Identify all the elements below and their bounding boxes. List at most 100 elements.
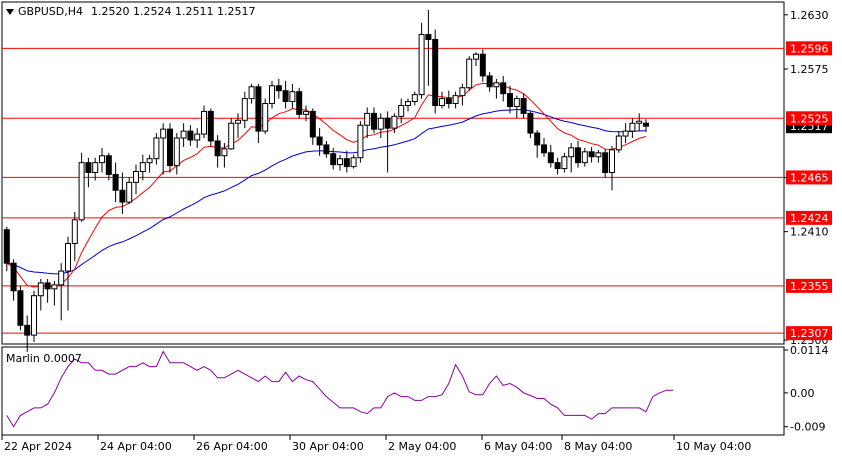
x-tick-label: 10 May 04:00 [676,440,751,453]
candle-body [139,162,146,173]
candle-body [194,133,201,141]
candle [17,285,24,331]
candle-body [479,53,486,77]
candle-body [588,151,595,158]
candle-body [500,82,507,95]
candle-body [167,128,173,167]
candle-body [10,262,17,292]
candle-body [391,115,398,129]
candle-body [51,284,58,290]
candle [520,93,527,119]
candle-body [17,290,24,326]
candle [65,236,71,311]
candle [425,9,432,86]
candle-body [405,101,411,106]
level-label-box [786,41,832,56]
candlestick-series [3,9,649,352]
osc-y-tick-label: -0.009 [790,421,825,434]
candle [507,85,513,114]
level-label-box [786,111,832,126]
candle [262,98,269,135]
level-label-box [786,210,832,225]
candle [534,130,541,158]
indicator-panel [1,346,785,436]
candle [269,80,275,109]
candle-body [330,153,337,166]
osc-y-tick-label: 0.00 [790,387,815,400]
level-label: 1.2355 [790,280,829,293]
candle-body [207,110,214,142]
level-label-box [786,170,832,185]
candle [547,144,554,168]
candle-body [214,140,221,157]
candle-body [71,219,78,244]
candle [405,98,411,112]
candle-body [371,112,377,130]
candle-body [146,158,153,164]
candle [99,147,105,173]
candle [643,119,649,133]
candle [323,140,330,158]
candle-body [527,112,534,134]
candle-body [248,86,255,100]
indicator-title: Marlin 0.0007 [6,352,82,365]
candle [350,154,357,169]
candle [568,142,575,173]
candle-body [643,122,649,127]
candle-body [547,152,554,164]
candle [51,280,58,306]
candle-body [65,242,71,272]
candle [466,56,473,91]
candle-body [452,95,459,105]
level-label: 1.2465 [790,171,829,184]
candle-body [180,130,187,139]
y-tick-label: 1.2575 [790,63,829,76]
candle [364,107,371,139]
candle [78,152,85,222]
candle-body [119,189,126,203]
x-tick-label: 8 May 04:00 [564,440,632,453]
candle [541,138,547,157]
candle [241,91,248,129]
candle [629,118,636,139]
candle [377,113,384,139]
candle-body [493,82,500,88]
candle [636,113,643,132]
candle-body [398,104,405,117]
candle [615,131,622,153]
candle [309,108,316,145]
candle [398,98,405,124]
candle [445,90,452,109]
candle [473,52,479,67]
candle [411,91,418,106]
candle [10,259,17,301]
candle [228,118,235,150]
candle [595,149,602,163]
candle [330,147,337,170]
y-tick-label: 1.2410 [790,226,829,239]
candle [160,123,167,175]
candle [337,154,343,171]
menu-triangle-icon[interactable] [6,9,14,15]
candle [500,75,507,102]
candle-body [85,162,92,174]
candle [609,145,615,191]
x-tick-label: 2 May 04:00 [388,440,456,453]
candle [194,128,201,148]
candle-body [554,162,561,170]
candle-body [445,98,452,105]
candle-body [241,98,248,121]
candle-body [92,162,99,174]
candle-body [561,156,568,170]
candle [207,108,214,147]
candle [418,22,425,99]
candle-body [221,148,228,157]
level-label: 1.2424 [790,212,829,225]
candle [153,133,160,165]
candle-body [541,144,547,154]
level-label-box [786,278,832,293]
candle-body [377,117,384,130]
candle [119,172,126,214]
candle-body [105,155,112,175]
